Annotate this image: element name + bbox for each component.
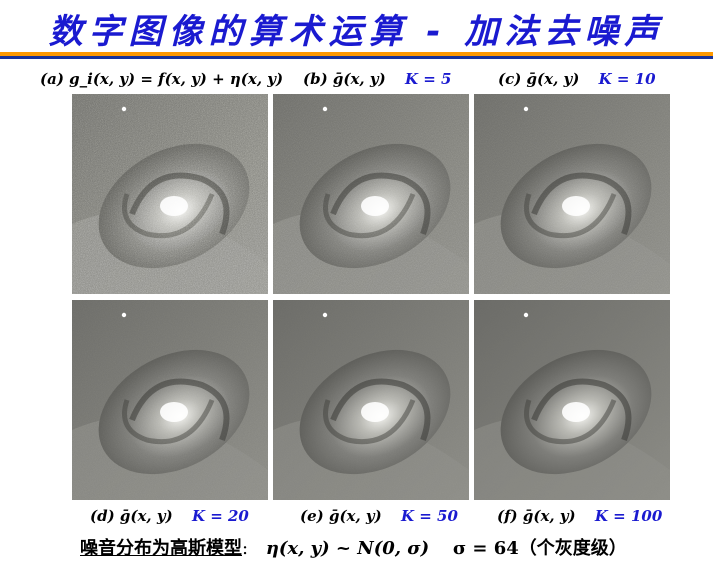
galaxy-image-a <box>72 94 268 294</box>
caption-e-text: (e) ḡ(x, y) <box>300 507 382 525</box>
noise-model-colon: : <box>242 538 249 559</box>
title-underline-blue <box>0 56 713 59</box>
noise-sigma-value: σ = 64（个灰度级） <box>452 538 627 559</box>
caption-d: (d) ḡ(x, y) K = 20 <box>90 507 249 525</box>
galaxy-image-e <box>273 300 469 500</box>
caption-b-text: (b) ḡ(x, y) <box>303 70 386 88</box>
noise-model-equation: η(x, y) ~ N(0, σ) <box>265 538 430 559</box>
galaxy-image-f <box>474 300 670 500</box>
slide-title: 数字图像的算术运算 - 加法去噪声 <box>48 12 665 52</box>
caption-a: (a) g_i(x, y) = f(x, y) + η(x, y) <box>40 70 283 88</box>
caption-f-text: (f) ḡ(x, y) <box>497 507 576 525</box>
caption-d-k: K = 20 <box>191 507 249 525</box>
galaxy-image-d <box>72 300 268 500</box>
caption-c-text: (c) ḡ(x, y) <box>498 70 580 88</box>
caption-e-k: K = 50 <box>400 507 458 525</box>
caption-d-text: (d) ḡ(x, y) <box>90 507 173 525</box>
caption-c-k: K = 10 <box>598 70 656 88</box>
noise-model-footer: 噪音分布为高斯模型: η(x, y) ~ N(0, σ) σ = 64（个灰度级… <box>80 534 627 560</box>
title-underline-orange <box>0 52 713 56</box>
caption-f-k: K = 100 <box>594 507 663 525</box>
caption-e: (e) ḡ(x, y) K = 50 <box>300 507 458 525</box>
caption-c: (c) ḡ(x, y) K = 10 <box>498 70 656 88</box>
galaxy-image-c <box>474 94 670 294</box>
caption-b-k: K = 5 <box>404 70 452 88</box>
galaxy-image-b <box>273 94 469 294</box>
caption-f: (f) ḡ(x, y) K = 100 <box>497 507 662 525</box>
caption-b: (b) ḡ(x, y) K = 5 <box>303 70 451 88</box>
caption-a-text: (a) g_i(x, y) = f(x, y) + η(x, y) <box>40 70 284 88</box>
noise-model-label: 噪音分布为高斯模型 <box>80 538 242 559</box>
